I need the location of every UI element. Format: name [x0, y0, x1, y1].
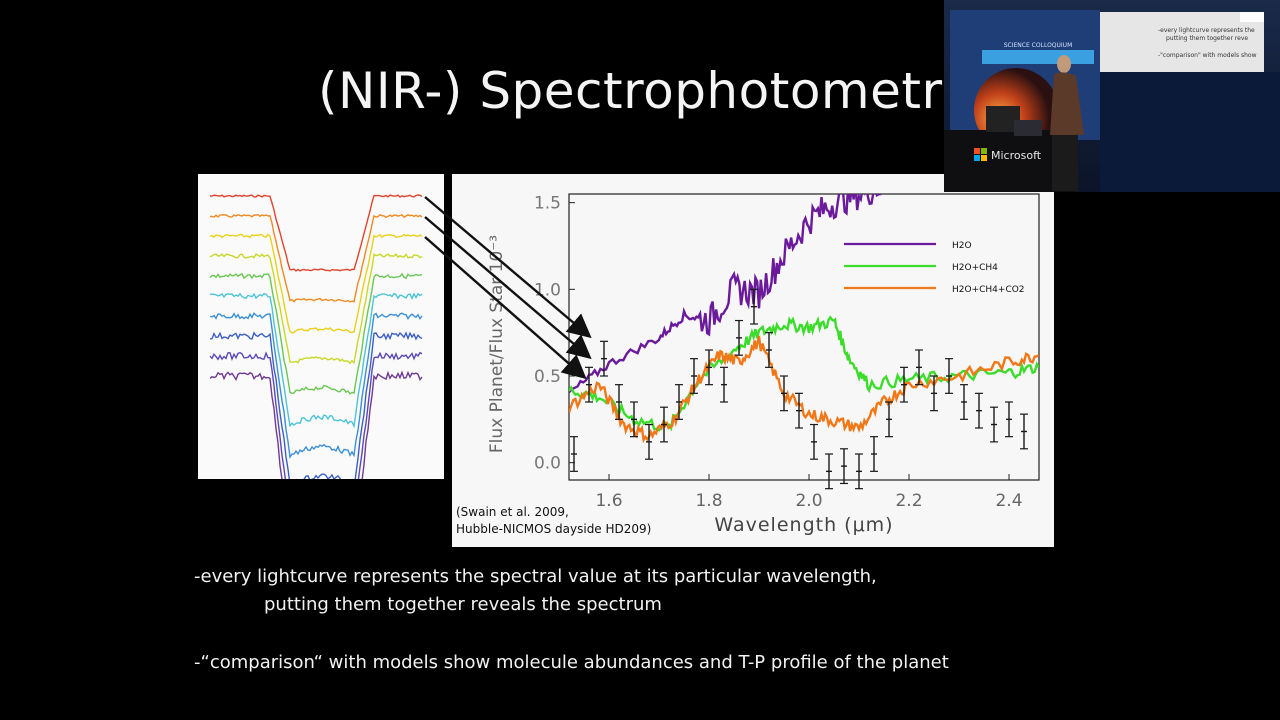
lightcurve-1 [209, 194, 423, 272]
x-tick-label: 2.0 [795, 491, 822, 511]
bullet-comparison: -“comparison“ with models show molecule … [194, 652, 949, 673]
citation-line-1: (Swain et al. 2009, [456, 505, 569, 519]
citation-line-2: Hubble-NICMOS dayside HD209) [456, 522, 651, 536]
screen-text-3: -"comparison" with models show [1158, 52, 1257, 59]
legend-entry: H2O+CH4+CO2 [952, 285, 1025, 295]
speaker-scene: SCIENCE COLLOQUIUM -every lightcurve rep… [944, 0, 1280, 192]
x-tick-label: 1.8 [695, 491, 722, 511]
x-tick-label: 2.4 [995, 491, 1022, 511]
x-tick-label: 2.2 [895, 491, 922, 511]
lightcurve-5 [209, 272, 422, 395]
screen-header [1240, 12, 1264, 22]
spectrum-chart: 1.6 1.8 2.0 2.2 2.40.00.51.01.5 H2OH2O+CH4H2… [456, 193, 1040, 536]
spectrum-figure: 1.6 1.8 2.0 2.2 2.4 0.0 0.5 1.0 1.5 H2O H2O+CH4 H2… [452, 174, 1054, 547]
lightcurve-3 [209, 233, 423, 334]
lightcurve-8 [209, 331, 423, 490]
series-h2o [569, 194, 882, 394]
arrow-2 [424, 216, 592, 360]
laptop-2 [1014, 120, 1042, 136]
y-tick-label: 0.0 [534, 454, 561, 474]
screen-text-1: -every lightcurve represents the [1158, 27, 1255, 34]
curtain [1100, 72, 1280, 192]
x-axis-label: Wavelength (μm) [714, 514, 893, 536]
y-axis-label: Flux Planet/Flux Star 10⁻³ [487, 235, 507, 453]
y-tick-label: 1.5 [534, 194, 561, 214]
arrow-1 [424, 196, 592, 339]
screen-text-2: putting them together reve [1166, 35, 1248, 42]
series-h2o-ch4 [569, 315, 1039, 432]
speaker-figure [1050, 55, 1084, 191]
slide-title: (NIR-) Spectrophotometry [318, 62, 973, 120]
lightcurve-4 [209, 253, 423, 365]
sponsor-logo: Microsoft [974, 148, 1042, 162]
banner-text: SCIENCE COLLOQUIUM [1004, 42, 1073, 49]
arrow-3 [424, 236, 587, 380]
sponsor-text: Microsoft [991, 149, 1042, 162]
y-tick-label: 0.5 [534, 367, 561, 387]
legend-entry: H2O [952, 241, 972, 251]
lightcurve-2 [209, 213, 423, 303]
lightcurves-plot [209, 194, 423, 553]
lightcurve-7 [209, 312, 423, 460]
projection-screen [1100, 12, 1264, 72]
speaker-video-inset: SCIENCE COLLOQUIUM -every lightcurve rep… [944, 0, 1280, 192]
lightcurve-6 [209, 292, 423, 429]
lightcurves-figure [198, 174, 444, 553]
legend-entry: H2O+CH4 [952, 263, 998, 273]
bullet-lightcurve-line1: -every lightcurve represents the spectra… [194, 566, 877, 587]
x-tick-label: 1.6 [595, 491, 622, 511]
banner-stripe [982, 50, 1094, 64]
bullet-lightcurve-line2: putting them together reveals the spectr… [264, 594, 662, 615]
